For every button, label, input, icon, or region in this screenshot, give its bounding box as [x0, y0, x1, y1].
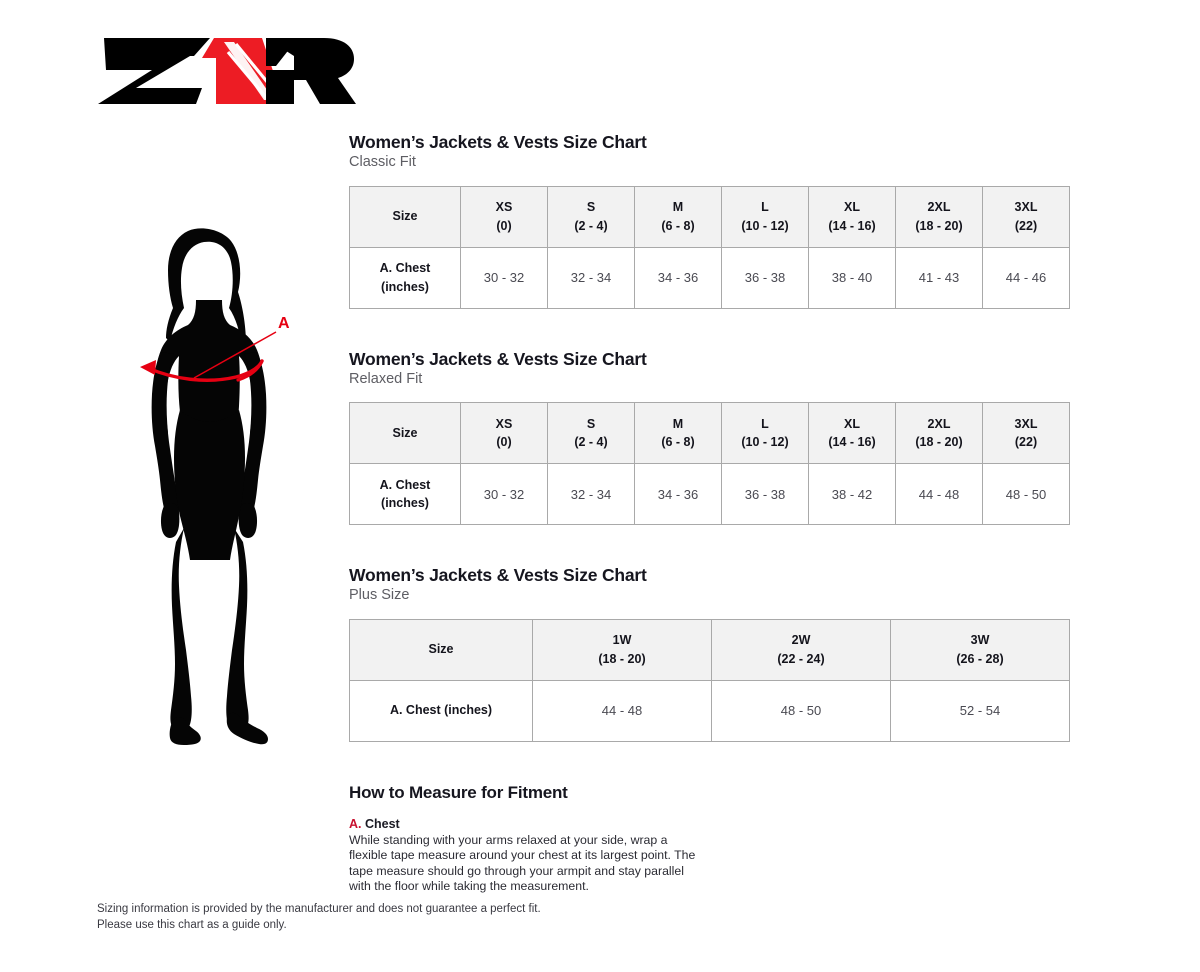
row-label-chest: A. Chest (inches) [349, 463, 461, 526]
cell-chest-1w: 44 - 48 [532, 679, 712, 742]
disclaimer-line-1: Sizing information is provided by the ma… [97, 903, 541, 915]
header-size-xs: XS (0) [460, 402, 548, 465]
cell-chest-xs: 30 - 32 [460, 463, 548, 526]
header-size-xl: XL (14 - 16) [808, 402, 896, 465]
row-label-chest: A. Chest (inches) [349, 679, 533, 742]
header-size-2xl: 2XL (18 - 20) [895, 185, 983, 248]
registered-trademark-icon: ® [342, 94, 350, 105]
measure-item-chest: A. Chest While standing with your arms r… [349, 816, 1071, 895]
annotation-label-a: A [278, 315, 290, 332]
cell-chest-l: 36 - 38 [721, 246, 809, 309]
measure-description: While standing with your arms relaxed at… [349, 832, 696, 894]
header-size-l: L (10 - 12) [721, 402, 809, 465]
cell-chest-2xl: 44 - 48 [895, 463, 983, 526]
cell-chest-xl: 38 - 40 [808, 246, 896, 309]
section-title: Women’s Jackets & Vests Size Chart [349, 565, 647, 586]
size-chart-content: Women’s Jackets & Vests Size Chart Class… [349, 132, 1071, 895]
disclaimer: Sizing information is provided by the ma… [97, 901, 541, 934]
section-spacer [349, 309, 1071, 349]
cell-chest-3xl: 44 - 46 [982, 246, 1070, 309]
how-to-measure-section: How to Measure for Fitment A. Chest Whil… [349, 783, 1071, 895]
female-silhouette-icon: A [140, 228, 290, 745]
cell-chest-2xl: 41 - 43 [895, 246, 983, 309]
size-table-plus-size: Size 1W (18 - 20) 2W (22 - 24) 3W (26 - … [349, 618, 1070, 742]
section-classic-fit: Women’s Jackets & Vests Size Chart Class… [349, 132, 1071, 309]
size-table-classic-fit: Size XS (0) S (2 - 4) M (6 - 8) L [349, 185, 1070, 309]
cell-chest-2w: 48 - 50 [711, 679, 891, 742]
body-measurement-illustration: A [118, 228, 308, 753]
header-size-2w: 2W (22 - 24) [711, 618, 891, 681]
header-size-xs: XS (0) [460, 185, 548, 248]
table-header-row: Size XS (0) S (2 - 4) M (6 - 8) L [349, 402, 1070, 465]
cell-chest-l: 36 - 38 [721, 463, 809, 526]
header-size-3xl: 3XL (22) [982, 185, 1070, 248]
size-table-relaxed-fit: Size XS (0) S (2 - 4) M (6 - 8) L [349, 402, 1070, 526]
chest-measure-annotation: A [140, 315, 290, 382]
header-size-s: S (2 - 4) [547, 402, 635, 465]
header-size-m: M (6 - 8) [634, 185, 722, 248]
section-title: Women’s Jackets & Vests Size Chart [349, 348, 647, 369]
section-plus-size: Women’s Jackets & Vests Size Chart Plus … [349, 565, 1071, 742]
disclaimer-line-2: Please use this chart as a guide only. [97, 919, 287, 932]
cell-chest-3xl: 48 - 50 [982, 463, 1070, 526]
z1r-logo-icon: ® [98, 38, 356, 105]
table-row: A. Chest (inches) 30 - 32 32 - 34 34 - 3… [349, 463, 1070, 526]
header-size-1w: 1W (18 - 20) [532, 618, 712, 681]
section-subtitle: Plus Size [349, 587, 410, 604]
section-subtitle: Classic Fit [349, 154, 416, 171]
table-row: A. Chest (inches) 30 - 32 32 - 34 34 - 3… [349, 246, 1070, 309]
header-size-2xl: 2XL (18 - 20) [895, 402, 983, 465]
measure-name: Chest [364, 816, 400, 831]
section-title: Women’s Jackets & Vests Size Chart [349, 132, 647, 152]
header-size-label: Size [349, 402, 461, 465]
cell-chest-s: 32 - 34 [547, 246, 635, 309]
table-row: A. Chest (inches) 44 - 48 48 - 50 52 - 5… [349, 679, 1070, 742]
header-size-s: S (2 - 4) [547, 185, 635, 248]
header-size-label: Size [349, 618, 533, 681]
section-spacer [349, 525, 1071, 565]
measure-item-heading: A. Chest [349, 816, 1071, 832]
section-subtitle: Relaxed Fit [349, 370, 423, 387]
section-relaxed-fit: Women’s Jackets & Vests Size Chart Relax… [349, 349, 1071, 526]
table-header-row: Size 1W (18 - 20) 2W (22 - 24) 3W (26 - … [349, 618, 1070, 681]
cell-chest-3w: 52 - 54 [890, 679, 1070, 742]
cell-chest-xl: 38 - 42 [808, 463, 896, 526]
measure-marker: A. [349, 816, 362, 831]
cell-chest-xs: 30 - 32 [460, 246, 548, 309]
cell-chest-m: 34 - 36 [634, 246, 722, 309]
brand-logo: ® [98, 36, 358, 106]
header-size-3w: 3W (26 - 28) [890, 618, 1070, 681]
cell-chest-m: 34 - 36 [634, 463, 722, 526]
cell-chest-s: 32 - 34 [547, 463, 635, 526]
table-header-row: Size XS (0) S (2 - 4) M (6 - 8) L [349, 185, 1070, 248]
how-to-measure-title: How to Measure for Fitment [349, 782, 568, 802]
row-label-chest: A. Chest (inches) [349, 246, 461, 309]
header-size-xl: XL (14 - 16) [808, 185, 896, 248]
header-size-l: L (10 - 12) [721, 185, 809, 248]
header-size-3xl: 3XL (22) [982, 402, 1070, 465]
header-size-m: M (6 - 8) [634, 402, 722, 465]
header-size-label: Size [349, 185, 461, 248]
